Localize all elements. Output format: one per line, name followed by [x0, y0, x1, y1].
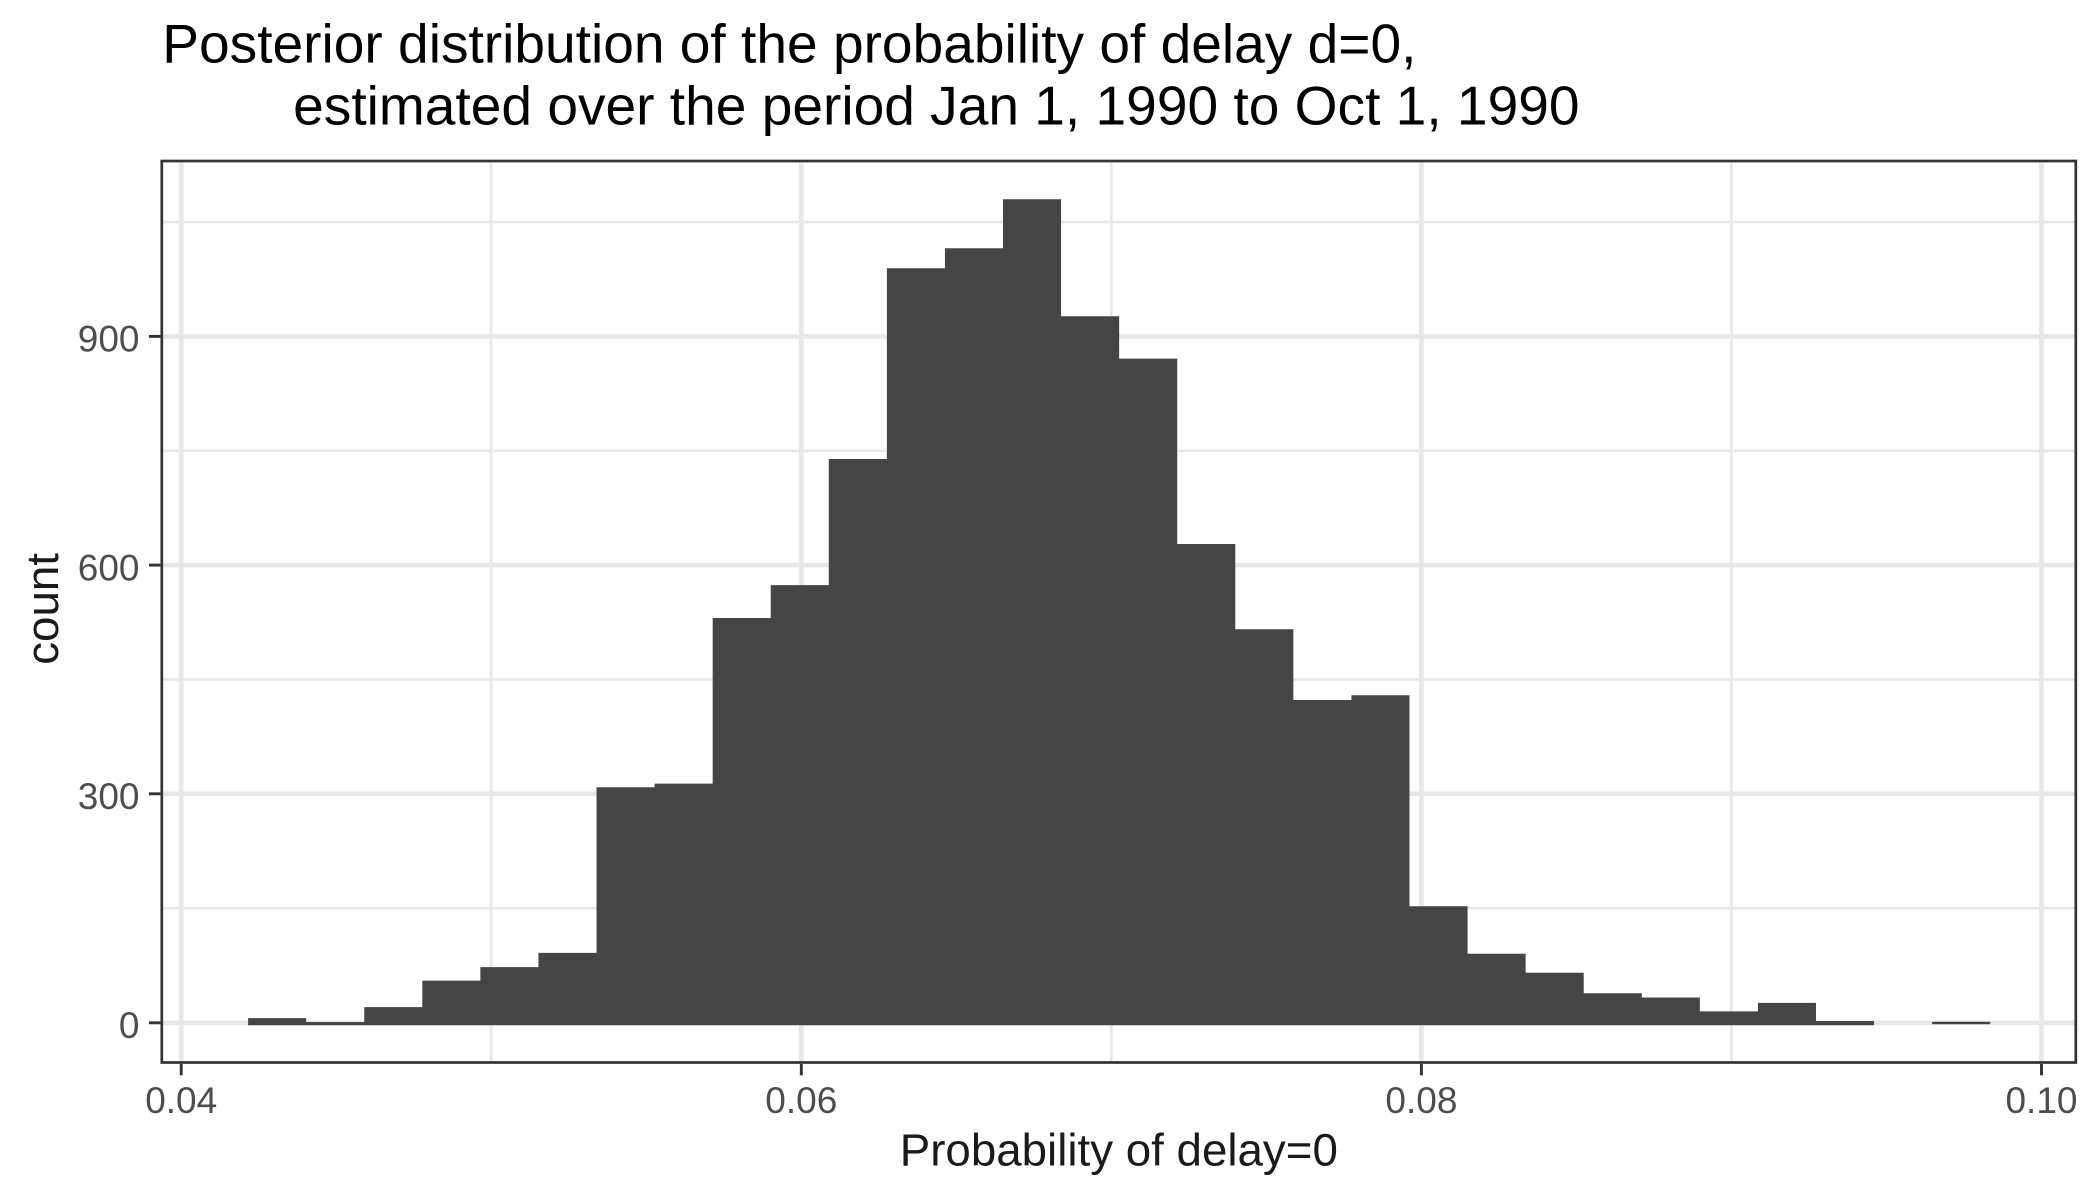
svg-text:0: 0 — [119, 1005, 140, 1046]
svg-text:0.06: 0.06 — [765, 1080, 837, 1121]
svg-text:count: count — [17, 553, 68, 665]
svg-text:600: 600 — [78, 547, 140, 588]
svg-text:0.04: 0.04 — [145, 1080, 217, 1121]
svg-text:Probability of delay=0: Probability of delay=0 — [900, 1125, 1338, 1176]
svg-text:900: 900 — [78, 319, 140, 360]
svg-text:Posterior distribution of the: Posterior distribution of the probabilit… — [162, 12, 1416, 74]
svg-text:300: 300 — [78, 776, 140, 817]
svg-text:0.08: 0.08 — [1385, 1080, 1457, 1121]
svg-text:estimated over the period Jan: estimated over the period Jan 1, 1990 to… — [293, 75, 1579, 137]
svg-text:0.10: 0.10 — [2005, 1080, 2077, 1121]
